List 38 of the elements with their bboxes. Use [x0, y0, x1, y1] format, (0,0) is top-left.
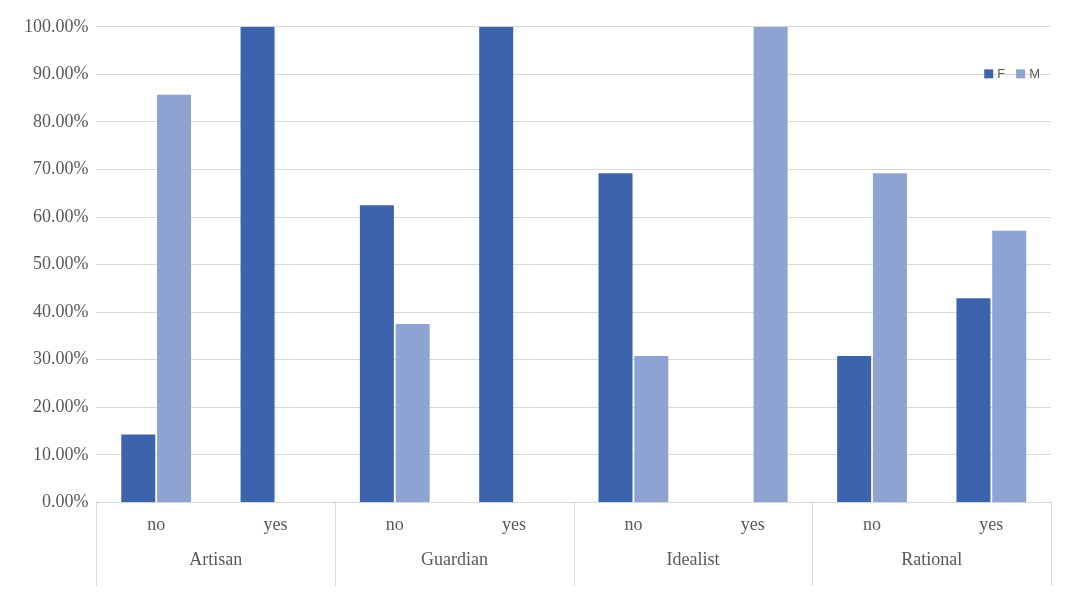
y-tick-label: 40.00% — [32, 300, 89, 321]
bar — [634, 355, 669, 502]
text: Rational — [901, 549, 963, 570]
x-tick-label: yes — [263, 513, 288, 534]
text: Idealist — [666, 549, 720, 570]
text: Artisan — [189, 549, 243, 570]
bar — [753, 26, 788, 502]
y-tick-label: 70.00% — [32, 158, 89, 179]
y-tick-label: 100.00% — [23, 15, 89, 36]
y-tick-label: 10.00% — [32, 443, 89, 464]
x-tick-label: no — [624, 513, 643, 534]
y-tick-label: 20.00% — [32, 396, 89, 417]
y-tick-label: 30.00% — [32, 348, 89, 369]
bar — [956, 298, 991, 502]
y-tick-label: 90.00% — [32, 63, 89, 84]
bar — [479, 26, 514, 502]
x-tick-label: no — [385, 513, 404, 534]
bar — [872, 173, 907, 502]
text: Guardian — [420, 549, 488, 570]
legend-label: F — [997, 65, 1006, 81]
bar — [121, 434, 156, 502]
bar — [992, 230, 1027, 502]
bar — [837, 355, 872, 502]
x-tick-label: yes — [502, 513, 527, 534]
bar — [157, 94, 192, 502]
y-tick-label: 80.00% — [32, 110, 89, 131]
x-tick-label: no — [147, 513, 166, 534]
y-tick-label: 0.00% — [41, 491, 89, 512]
x-tick-label: yes — [979, 513, 1004, 534]
legend-label: M — [1029, 65, 1041, 81]
bar — [598, 173, 633, 502]
x-tick-label: no — [863, 513, 882, 534]
bar — [395, 324, 430, 502]
x-tick-label: yes — [740, 513, 765, 534]
bar — [240, 26, 275, 502]
y-tick-label: 60.00% — [32, 205, 89, 226]
y-tick-label: 50.00% — [32, 253, 89, 274]
bar — [359, 205, 394, 502]
